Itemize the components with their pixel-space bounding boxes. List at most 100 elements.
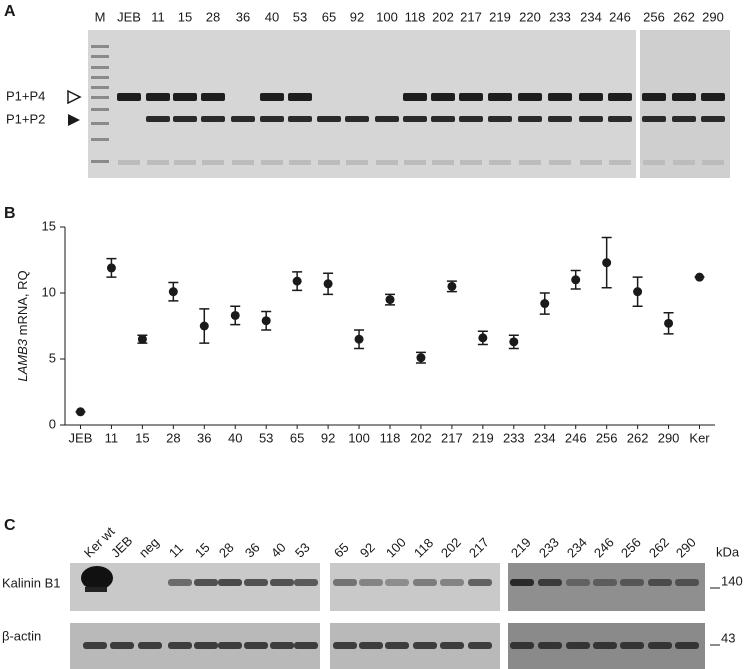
lane-label: 36: [242, 540, 263, 561]
ladder-band: [91, 108, 109, 111]
band: [333, 642, 357, 649]
band: [510, 642, 534, 649]
band: [288, 116, 312, 122]
y-axis-label: LAMB3 mRNA, RQ: [15, 270, 30, 381]
band: [244, 642, 268, 649]
point: [447, 281, 457, 291]
band: [359, 579, 383, 586]
lane-label: 11: [166, 540, 186, 560]
point: [664, 318, 674, 328]
band: [648, 579, 672, 586]
lane-label: 28: [216, 540, 237, 561]
faint-band: [232, 160, 254, 165]
arrow-filled: [68, 114, 80, 126]
lane-label: 262: [673, 9, 695, 24]
band: [548, 93, 572, 101]
ladder-band: [91, 138, 109, 141]
lane-label: 234: [564, 535, 590, 561]
band: [244, 579, 268, 586]
band: [83, 642, 107, 649]
point: [261, 316, 271, 326]
band: [608, 93, 632, 101]
band: [385, 579, 409, 586]
band: [294, 642, 318, 649]
band: [201, 116, 225, 122]
lane-label: 36: [236, 9, 250, 24]
band: [317, 116, 341, 122]
lane-label: 246: [609, 9, 631, 24]
band-label: P1+P2: [6, 111, 45, 126]
faint-band: [549, 160, 571, 165]
band: [294, 579, 318, 586]
lane-label: 65: [322, 9, 336, 24]
x-tick-label: 65: [290, 430, 304, 445]
band: [608, 116, 632, 122]
band: [173, 93, 197, 101]
band: [701, 116, 725, 122]
y-tick-label: 5: [49, 350, 56, 365]
band: [642, 93, 666, 101]
lane-label: 233: [549, 9, 571, 24]
lane-label: 118: [411, 535, 436, 560]
band: [138, 642, 162, 649]
x-tick-label: 256: [596, 430, 618, 445]
band: [260, 93, 284, 101]
band: [201, 93, 225, 101]
lane-label: 100: [376, 9, 398, 24]
x-tick-label: 246: [565, 430, 587, 445]
x-tick-label: 118: [380, 430, 401, 445]
band: [218, 579, 242, 586]
band: [110, 642, 134, 649]
lane-label: 11: [151, 9, 165, 24]
point: [292, 276, 302, 286]
lane-label: 256: [618, 535, 644, 561]
faint-band: [289, 160, 311, 165]
gel: [640, 30, 730, 178]
point: [571, 275, 581, 285]
lane-label: 233: [536, 535, 562, 561]
lane-label: 219: [508, 535, 534, 561]
point: [106, 263, 116, 273]
band: [566, 579, 590, 586]
band: [468, 642, 492, 649]
band: [270, 579, 294, 586]
band: [288, 93, 312, 101]
band: [431, 93, 455, 101]
faint-band: [118, 160, 140, 165]
ladder-band: [91, 55, 109, 58]
x-tick-label: 11: [105, 430, 119, 445]
x-tick-label: 202: [410, 430, 432, 445]
faint-band: [702, 160, 724, 165]
faint-band: [404, 160, 426, 165]
ladder-band: [91, 86, 109, 89]
band: [518, 116, 542, 122]
y-axis-label-part: mRNA, RQ: [15, 270, 30, 335]
faint-band: [643, 160, 665, 165]
x-tick-label: 233: [503, 430, 525, 445]
lane-label: 290: [673, 535, 699, 561]
band: [593, 579, 617, 586]
faint-band: [202, 160, 224, 165]
band: [642, 116, 666, 122]
band-label: P1+P4: [6, 88, 45, 103]
faint-band: [376, 160, 398, 165]
unit-label: kDa: [716, 544, 740, 559]
lane-label: 217: [460, 9, 482, 24]
band: [675, 642, 699, 649]
faint-band: [489, 160, 511, 165]
point: [323, 279, 333, 289]
band: [701, 93, 725, 101]
band: [538, 579, 562, 586]
lane-label: 234: [580, 9, 602, 24]
x-tick-label: 100: [348, 430, 370, 445]
x-tick-label: 234: [534, 430, 556, 445]
faint-band: [580, 160, 602, 165]
band: [566, 642, 590, 649]
x-tick-label: Ker: [689, 430, 710, 445]
band: [168, 642, 192, 649]
band: [359, 642, 383, 649]
lane-label: 53: [292, 540, 313, 561]
lane-label: 92: [357, 540, 378, 561]
band: [459, 93, 483, 101]
panel-label: B: [4, 205, 16, 222]
